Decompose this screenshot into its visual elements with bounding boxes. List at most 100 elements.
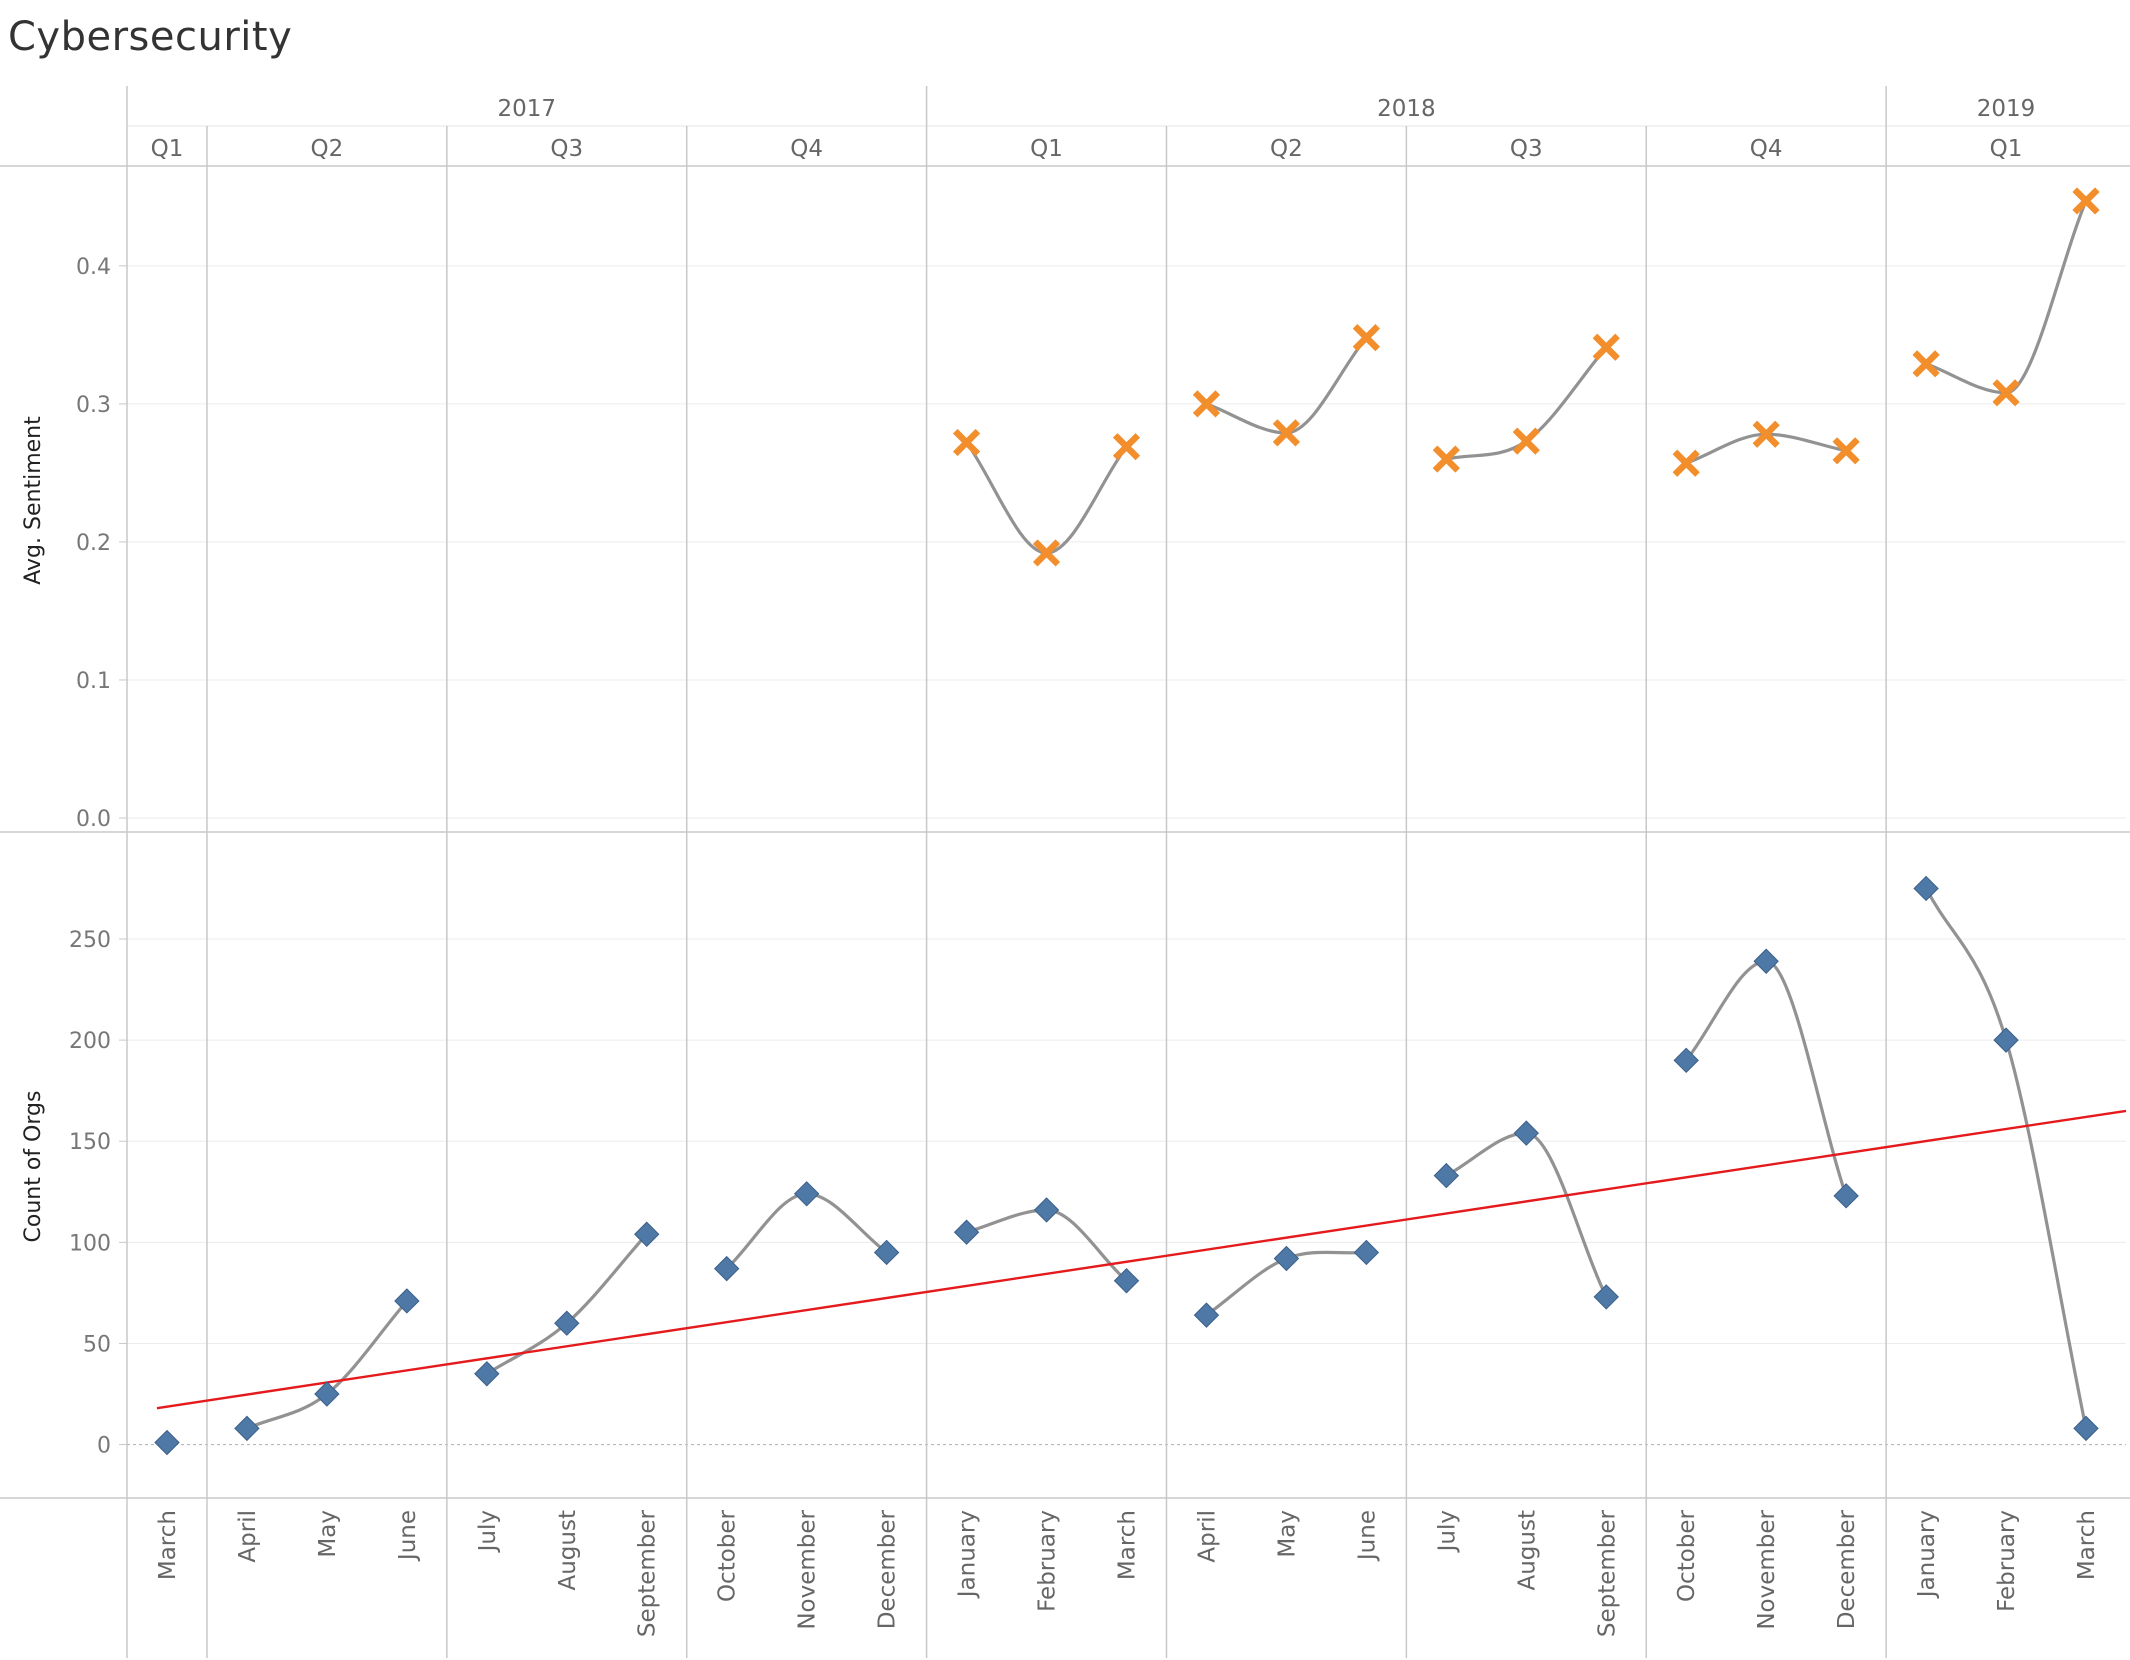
month-label: October bbox=[1674, 1509, 1700, 1602]
month-label: August bbox=[1514, 1510, 1540, 1591]
count-point bbox=[2073, 1415, 2099, 1442]
count-point bbox=[873, 1239, 900, 1266]
month-label: September bbox=[635, 1509, 661, 1637]
header-layer: 2017 2018 2019 Q1 Q2 Q3 Q4 Q1 Q2 Q3 Q4 Q1 bbox=[151, 96, 2036, 162]
count-point bbox=[634, 1221, 660, 1247]
month-label: October bbox=[715, 1509, 741, 1602]
sentiment-point bbox=[1832, 437, 1860, 465]
quarter-header: Q2 bbox=[311, 136, 344, 162]
count-point bbox=[1673, 1047, 1699, 1074]
year-header: 2018 bbox=[1377, 96, 1436, 122]
count-point bbox=[953, 1219, 980, 1245]
quarter-header: Q4 bbox=[1750, 136, 1783, 162]
grid-layer bbox=[127, 265, 2126, 1446]
count-point bbox=[713, 1255, 740, 1282]
sentiment-point bbox=[1192, 390, 1221, 418]
sentiment-point bbox=[1112, 433, 1141, 461]
smooth-line bbox=[246, 1299, 409, 1430]
month-label: November bbox=[1754, 1509, 1780, 1629]
cross-stroke bbox=[952, 428, 981, 457]
sentiment-point bbox=[1432, 445, 1460, 473]
month-label: February bbox=[1994, 1510, 2020, 1612]
chart-title: Cybersecurity bbox=[8, 14, 293, 60]
count-point bbox=[1433, 1162, 1460, 1189]
y-tick-label: 0.1 bbox=[76, 669, 111, 694]
y-tick-label: 0.3 bbox=[76, 393, 111, 418]
quarter-header: Q1 bbox=[1030, 136, 1063, 162]
quarter-header: Q2 bbox=[1270, 136, 1303, 162]
count-point bbox=[1513, 1120, 1540, 1146]
cross-stroke bbox=[2072, 187, 2100, 215]
month-label: April bbox=[235, 1510, 261, 1563]
y-axis-title: Avg. Sentiment bbox=[21, 416, 46, 585]
month-label: July bbox=[475, 1510, 501, 1553]
month-label: December bbox=[875, 1509, 901, 1629]
year-header: 2017 bbox=[498, 96, 557, 122]
month-label: May bbox=[1274, 1510, 1300, 1558]
y-tick-label: 100 bbox=[69, 1231, 111, 1256]
count-point bbox=[1273, 1245, 1300, 1272]
smooth-line bbox=[1684, 959, 1848, 1197]
month-label: September bbox=[1594, 1509, 1620, 1637]
y-tick-label: 150 bbox=[69, 1130, 111, 1155]
y-tick-label: 250 bbox=[69, 928, 111, 953]
sentiment-point bbox=[1272, 419, 1301, 447]
cross-stroke bbox=[1432, 445, 1460, 473]
smooth-line bbox=[1445, 1131, 1608, 1298]
quarter-header: Q3 bbox=[550, 136, 583, 162]
count-point bbox=[554, 1310, 580, 1336]
month-labels: March April May June July August September Octo… bbox=[155, 1509, 2100, 1637]
count-point bbox=[394, 1288, 420, 1314]
count-point bbox=[474, 1361, 500, 1387]
cross-stroke bbox=[1592, 333, 1620, 361]
count-point bbox=[1753, 948, 1779, 974]
trend-line-segment bbox=[156, 1109, 2127, 1410]
quarter-header: Q1 bbox=[151, 136, 184, 162]
year-header: 2019 bbox=[1977, 96, 2036, 122]
smooth-line bbox=[1205, 336, 1368, 435]
trend-line bbox=[156, 1109, 2127, 1410]
sentiment-point bbox=[1672, 449, 1700, 477]
month-label: August bbox=[555, 1510, 581, 1591]
count-point bbox=[1353, 1239, 1380, 1266]
count-point bbox=[1033, 1197, 1060, 1223]
month-label: February bbox=[1035, 1510, 1061, 1612]
y-tick-label: 200 bbox=[69, 1029, 111, 1054]
cross-stroke bbox=[1192, 390, 1221, 418]
smooth-line bbox=[485, 1233, 648, 1376]
sentiment-point bbox=[1592, 333, 1620, 361]
month-label: January bbox=[1914, 1510, 1940, 1599]
count-point bbox=[1113, 1268, 1140, 1294]
y-tick-label: 0.4 bbox=[76, 255, 111, 280]
sentiment-point bbox=[1992, 379, 2020, 407]
count-point bbox=[1833, 1183, 1859, 1209]
sentiment-point bbox=[1032, 539, 1061, 567]
y-tick-label: 50 bbox=[83, 1332, 111, 1357]
sentiment-point bbox=[952, 428, 981, 457]
month-label: June bbox=[1354, 1510, 1380, 1562]
month-label: March bbox=[2074, 1510, 2100, 1580]
smooth-line bbox=[965, 441, 1128, 555]
y-tick-label: 0 bbox=[97, 1434, 111, 1459]
month-label: June bbox=[395, 1510, 421, 1562]
data-marks bbox=[154, 187, 2100, 1456]
cross-stroke bbox=[1112, 433, 1141, 461]
sentiment-point bbox=[2072, 187, 2100, 215]
count-point bbox=[154, 1429, 180, 1456]
count-point bbox=[793, 1181, 820, 1207]
month-label: December bbox=[1834, 1509, 1860, 1629]
smooth-line bbox=[1924, 887, 2088, 1429]
y-tick-label: 0.0 bbox=[76, 807, 111, 832]
cross-stroke bbox=[1512, 427, 1540, 455]
month-label: April bbox=[1194, 1510, 1220, 1563]
sentiment-point bbox=[1512, 427, 1540, 455]
count-point bbox=[1913, 875, 1939, 902]
cross-stroke bbox=[1912, 350, 1940, 378]
y-axis-title: Count of Orgs bbox=[21, 1091, 46, 1243]
month-label: March bbox=[155, 1510, 181, 1580]
count-point bbox=[1993, 1027, 2019, 1053]
cross-stroke bbox=[1352, 324, 1380, 352]
quarter-header: Q3 bbox=[1510, 136, 1543, 162]
month-label: March bbox=[1115, 1510, 1141, 1580]
